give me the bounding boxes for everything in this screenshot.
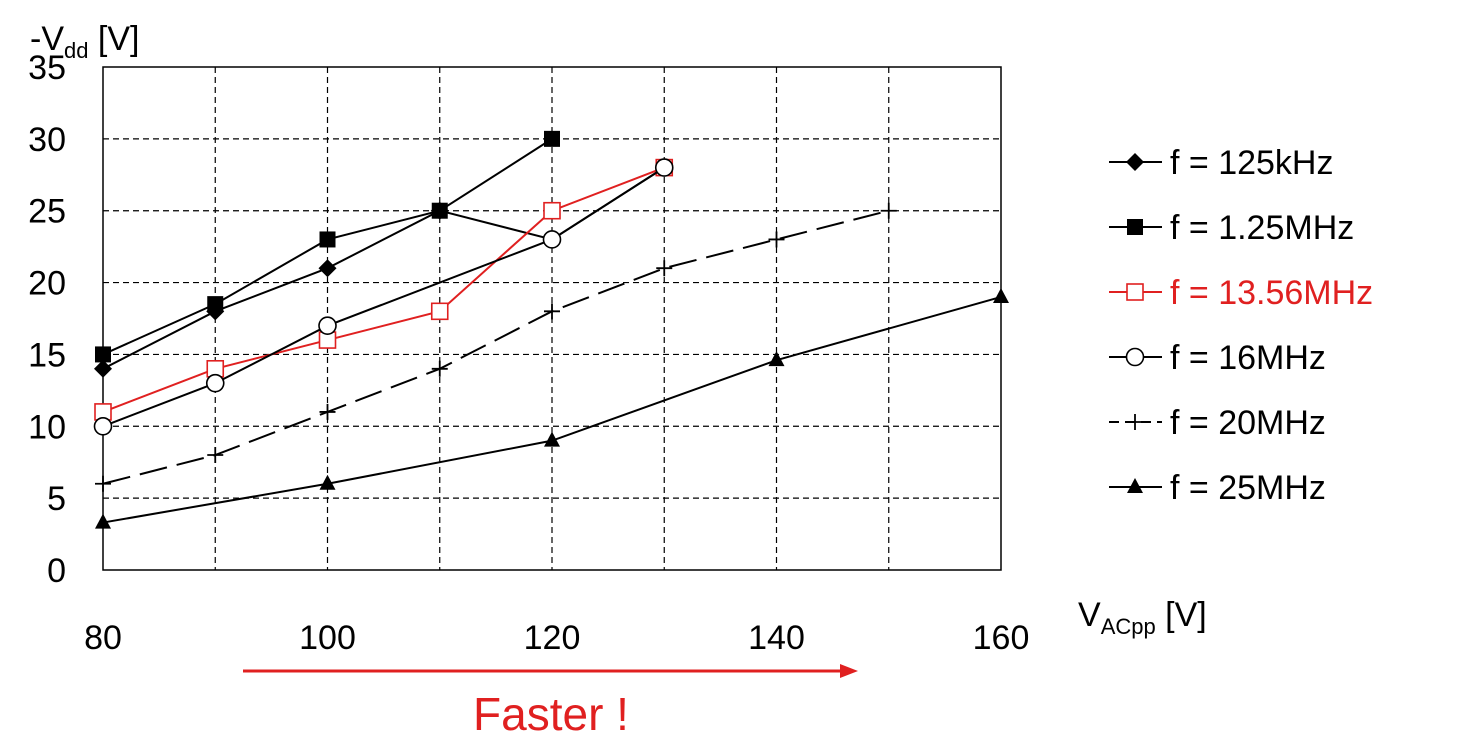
x-axis-label-prefix: V	[1078, 596, 1101, 634]
legend-label: f = 20MHz	[1170, 404, 1326, 442]
legend-label: f = 125kHz	[1170, 144, 1333, 182]
legend-marker	[1125, 347, 1145, 367]
plot-frame	[102, 66, 1002, 571]
legend-marker	[1126, 153, 1144, 171]
data-point	[544, 303, 560, 320]
y-tick-label: 10	[28, 408, 66, 446]
data-point	[94, 359, 112, 378]
data-point	[93, 416, 113, 436]
y-axis-label: -Vdd [V]	[30, 20, 140, 63]
x-axis-label: VACpp [V]	[1078, 596, 1207, 639]
legend-marker	[1127, 478, 1143, 493]
series-line	[102, 166, 665, 370]
legend-item: f = 25MHz	[1109, 469, 1326, 507]
x-tick-label: 120	[524, 619, 581, 657]
data-point	[318, 316, 337, 335]
data-point	[993, 287, 1009, 303]
legend-label: f = 13.56MHz	[1170, 274, 1373, 312]
series-4	[95, 202, 897, 492]
data-point	[318, 259, 337, 278]
data-point	[431, 202, 448, 219]
data-point	[207, 447, 224, 464]
data-point	[654, 158, 674, 177]
legend-marker	[1127, 414, 1143, 430]
series-group	[93, 130, 1009, 529]
data-point	[319, 403, 336, 420]
x-tick-label: 100	[299, 619, 356, 657]
data-point	[880, 202, 897, 219]
legend-item: f = 20MHz	[1109, 404, 1326, 442]
data-point	[319, 474, 336, 490]
series-1	[95, 130, 560, 363]
series-5	[95, 287, 1009, 529]
y-tick-label: 20	[28, 265, 66, 303]
data-point	[95, 513, 111, 529]
data-point	[542, 230, 562, 249]
legend-item: f = 16MHz	[1109, 339, 1326, 377]
faster-annotation: Faster !	[243, 664, 858, 739]
series-3	[93, 158, 674, 436]
data-point	[544, 431, 560, 447]
y-axis-label-sub: dd	[64, 38, 88, 63]
faster-arrow-head	[840, 664, 858, 678]
legend-marker	[1126, 283, 1144, 301]
legend: f = 125kHz f = 1.25MHz f = 13.56MHz f = 16M…	[1109, 144, 1373, 507]
series-line	[102, 166, 665, 413]
data-point	[95, 346, 111, 363]
data-point	[207, 296, 224, 313]
data-point	[430, 302, 449, 321]
x-tick-label: 80	[84, 619, 122, 657]
data-point	[543, 201, 561, 220]
data-point	[768, 351, 785, 367]
data-point	[656, 260, 673, 277]
data-point	[205, 373, 225, 393]
x-axis-label-unit: [V]	[1156, 596, 1207, 634]
y-tick-labels: 0 5 10 15 20 25 30 35	[28, 49, 66, 590]
series-2	[94, 158, 674, 421]
series-line	[102, 209, 889, 485]
series-0	[94, 158, 674, 378]
x-axis-label-sub: ACpp	[1101, 614, 1156, 639]
legend-item: f = 13.56MHz	[1109, 274, 1373, 312]
y-tick-label: 35	[28, 49, 66, 87]
y-tick-label: 30	[28, 121, 66, 159]
legend-label: f = 16MHz	[1170, 339, 1326, 377]
legend-item: f = 1.25MHz	[1109, 209, 1354, 247]
y-tick-label: 0	[47, 552, 66, 590]
data-point	[319, 231, 336, 248]
data-point	[544, 130, 560, 147]
faster-label: Faster !	[473, 688, 629, 739]
y-axis-label-prefix: -V	[30, 20, 64, 58]
legend-marker	[1127, 219, 1143, 235]
y-tick-label: 15	[28, 336, 66, 374]
x-tick-label: 140	[748, 619, 805, 657]
y-axis-label-unit: [V]	[88, 20, 139, 58]
series-line	[102, 166, 665, 428]
x-tick-label: 160	[973, 619, 1030, 657]
legend-label: f = 1.25MHz	[1170, 209, 1354, 247]
legend-item: f = 125kHz	[1109, 144, 1333, 182]
x-tick-labels: 80 100 120 140 160	[84, 619, 1029, 657]
data-point	[95, 475, 111, 492]
legend-label: f = 25MHz	[1170, 469, 1326, 507]
data-point	[431, 360, 448, 377]
y-tick-label: 25	[28, 193, 66, 231]
data-point	[768, 231, 785, 248]
y-tick-label: 5	[47, 480, 66, 518]
